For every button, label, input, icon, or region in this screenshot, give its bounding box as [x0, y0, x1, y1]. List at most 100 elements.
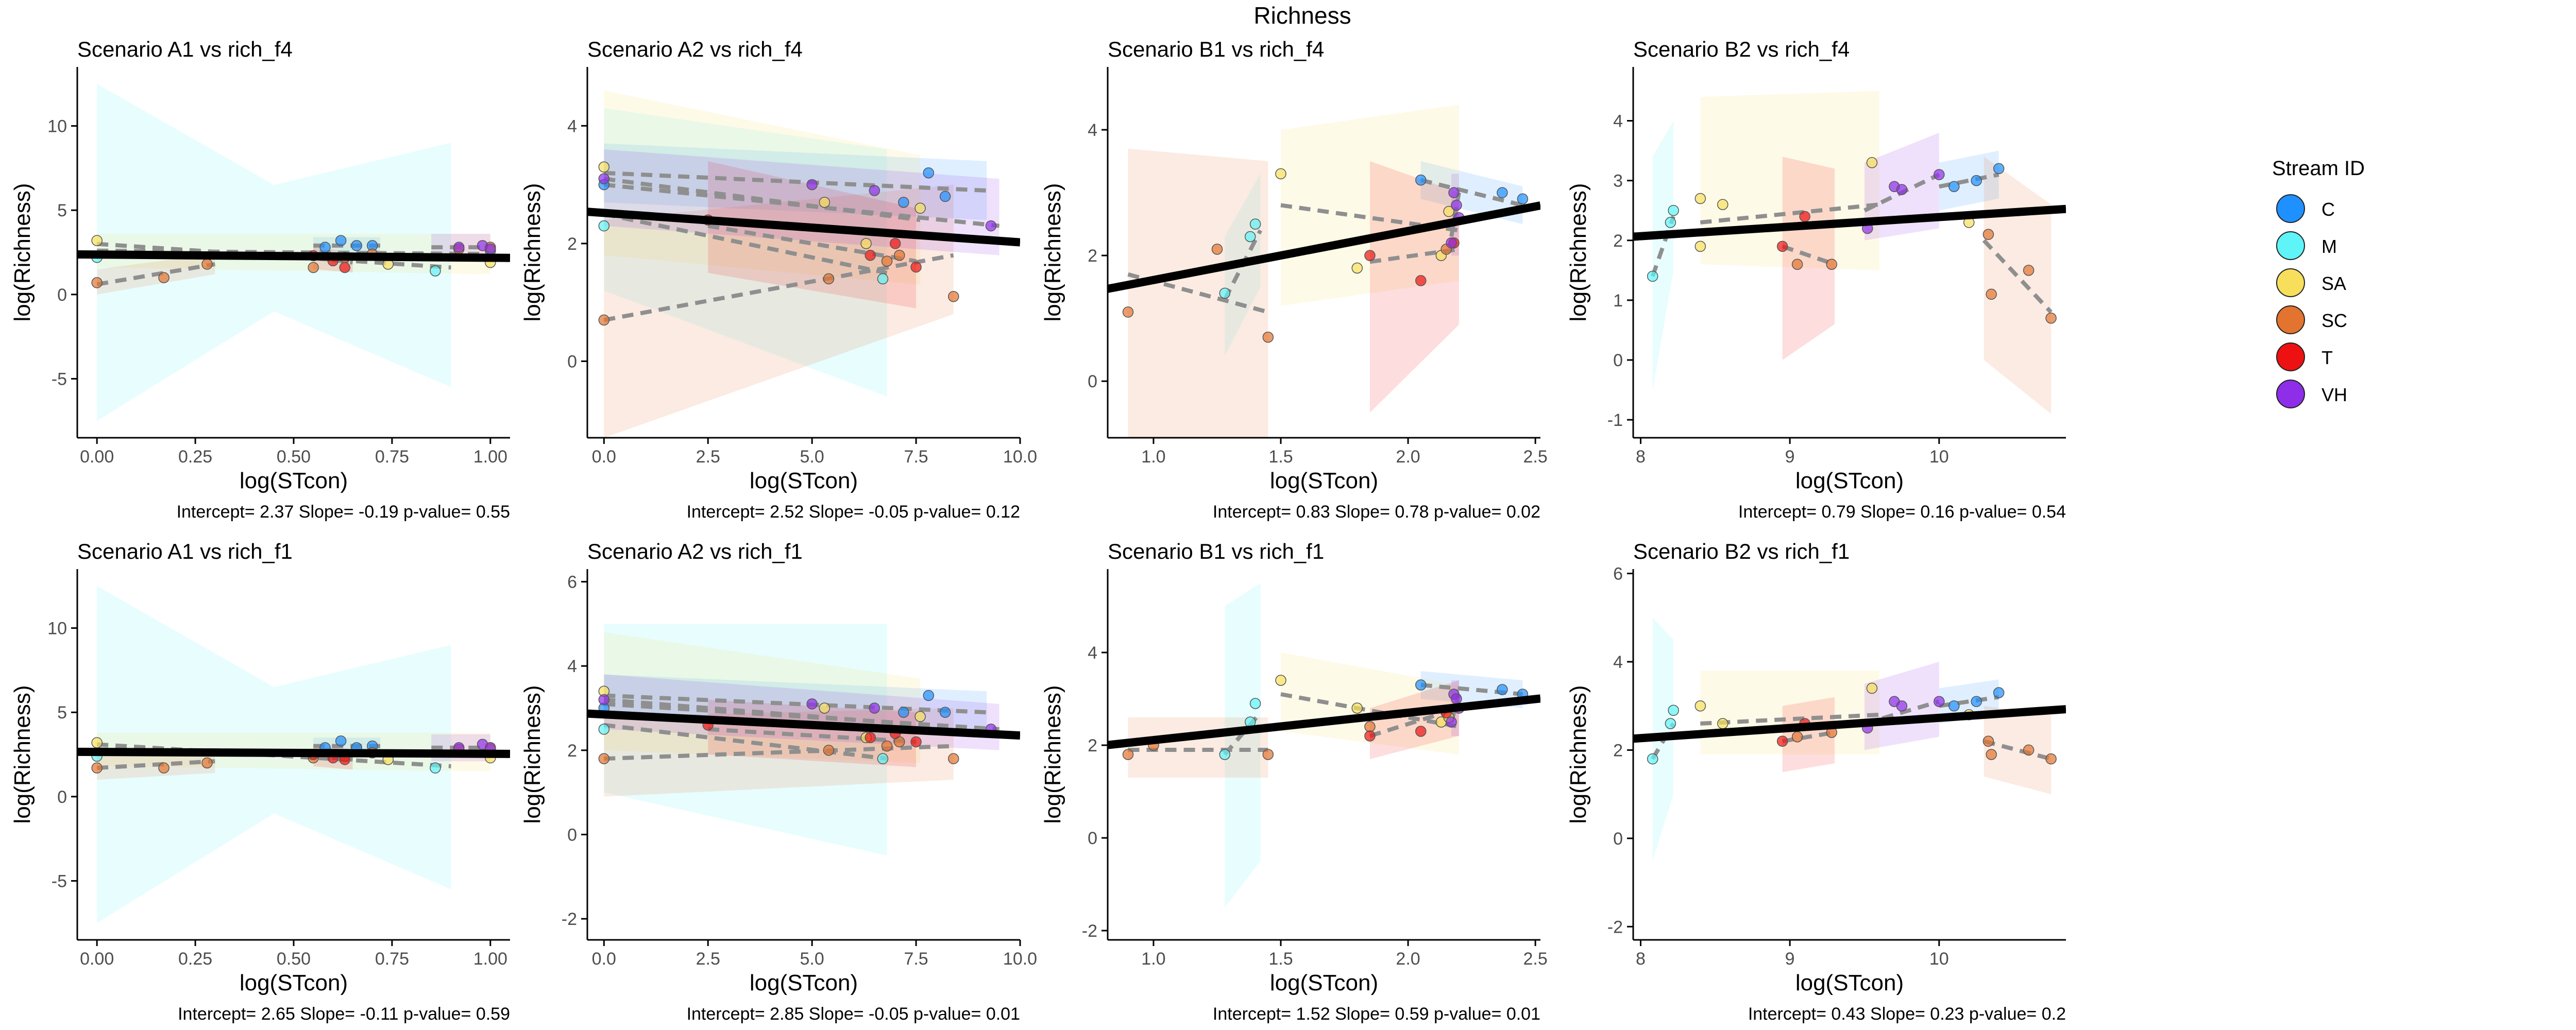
x-tick-label: 0.50	[277, 447, 311, 467]
overall-fit-line	[77, 747, 510, 758]
x-tick-label: 8	[1636, 949, 1646, 969]
data-point-m	[598, 724, 610, 735]
data-point-c	[939, 707, 951, 718]
data-point-m	[1249, 218, 1261, 230]
panel-title: Scenario B1 vs rich_f1	[1108, 539, 1324, 563]
y-tick-label: 4	[567, 116, 577, 136]
data-point-sc	[2023, 265, 2035, 276]
chart-panel: 0.00 0.25 0.50 0.75 1.00 -5 0 5 10 Scenario A1 vs…	[10, 37, 510, 522]
data-point-sa	[91, 737, 103, 748]
stream-fit-sa	[1280, 692, 1460, 729]
x-tick-label: 10.0	[1003, 949, 1037, 969]
stream-fit-vh	[603, 182, 1000, 228]
y-tick-label: 10	[47, 117, 67, 136]
data-point-sc	[2045, 312, 2057, 324]
data-point-sc	[1364, 721, 1376, 732]
legend-key-t	[2276, 342, 2305, 371]
data-point-sc	[1211, 244, 1223, 255]
data-point-m	[1665, 217, 1676, 228]
x-tick-label: 8	[1636, 447, 1646, 467]
data-point-vh	[806, 179, 818, 191]
x-tick-label: 1.5	[1268, 949, 1293, 969]
data-point-c	[1993, 687, 2005, 698]
y-axis-label: log(Richness)	[1566, 685, 1591, 824]
overall-fit-line	[1108, 201, 1540, 293]
legend-title: Stream ID	[2272, 157, 2365, 180]
data-point-sc	[948, 753, 959, 764]
chart-panel: 0.0 2.5 5.0 7.5 10.0 -2 0 2 4 6 Scenario A2 vs ric…	[520, 539, 1037, 1024]
stream-fit-t	[1782, 244, 1836, 267]
data-point-m	[1647, 753, 1658, 765]
x-tick-label: 0.25	[178, 949, 212, 969]
data-point-c	[1415, 679, 1427, 691]
y-axis-label: log(Richness)	[520, 183, 545, 322]
data-point-c	[1971, 175, 1982, 186]
plot-area	[1108, 583, 1540, 907]
data-point-c	[898, 197, 909, 208]
y-tick-label: -5	[52, 369, 67, 389]
y-tick-label: 0	[1613, 829, 1623, 849]
stream-fit-t	[1782, 730, 1835, 744]
legend-items: CM SA SC T VH	[2276, 194, 2347, 408]
chart-panel: 0.0 2.5 5.0 7.5 10.0 0 2 4 Scenario A2 vs rich_f…	[520, 37, 1037, 522]
data-point-c	[1497, 187, 1508, 198]
data-point-t	[1776, 241, 1788, 252]
y-axis-label: log(Richness)	[10, 183, 35, 322]
data-point-sa	[1866, 682, 1878, 694]
overall-fit-line	[1633, 705, 2066, 743]
x-axis-label: log(STcon)	[1270, 970, 1378, 995]
data-point-t	[1364, 250, 1376, 261]
plot-area	[587, 90, 1020, 438]
regression-stats: Intercept= 2.37 Slope= -0.19 p-value= 0.…	[177, 502, 510, 522]
data-point-m	[430, 762, 441, 774]
data-point-sc	[894, 249, 905, 261]
data-point-t	[865, 249, 876, 261]
x-axis-label: log(STcon)	[1270, 468, 1378, 493]
data-point-sc	[158, 762, 170, 774]
legend: Stream ID CM SA SC T VH	[2272, 157, 2365, 408]
y-tick-label: 2	[1613, 741, 1623, 760]
data-point-c	[923, 690, 935, 701]
x-tick-label: 1.0	[1141, 447, 1165, 467]
data-point-vh	[1934, 169, 1945, 180]
x-tick-label: 7.5	[904, 447, 928, 467]
data-point-sc	[201, 259, 213, 270]
regression-stats: Intercept= 2.85 Slope= -0.05 p-value= 0.…	[687, 1004, 1020, 1024]
data-point-sc	[201, 757, 213, 769]
ci-band-m	[1652, 121, 1674, 390]
data-point-t	[1799, 211, 1810, 222]
y-tick-label: 2	[567, 234, 577, 254]
data-point-sc	[2045, 753, 2057, 765]
plot-area	[77, 586, 510, 923]
data-point-m	[1668, 705, 1679, 716]
data-point-sa	[819, 702, 831, 714]
y-tick-label: 1	[1613, 291, 1623, 311]
data-point-vh	[806, 698, 818, 710]
y-tick-label: 2	[1088, 246, 1097, 266]
legend-label-sa: SA	[2321, 273, 2346, 294]
data-point-sa	[1694, 193, 1706, 204]
x-tick-label: 10	[1929, 447, 1949, 467]
data-point-sc	[1791, 259, 1803, 270]
data-point-c	[1993, 163, 2005, 175]
data-point-m	[1219, 749, 1231, 760]
stream-fit-c	[604, 693, 987, 715]
y-tick-label: 0	[1613, 351, 1623, 370]
y-tick-label: 4	[567, 657, 577, 676]
overall-fit-line	[1108, 694, 1540, 749]
x-axis-label: log(STcon)	[750, 970, 858, 995]
data-point-sc	[1262, 749, 1274, 760]
chart-panel: 1.0 1.5 2.0 2.5 0 2 4 Scenario B1 vs rich_f4log…	[1040, 37, 1548, 522]
panel-title: Scenario A2 vs rich_f1	[587, 539, 803, 563]
ci-band-sa	[1281, 653, 1459, 754]
data-point-sc	[1122, 749, 1134, 760]
data-point-sc	[1122, 306, 1134, 318]
data-point-m	[598, 220, 610, 232]
y-tick-label: 4	[1613, 653, 1623, 672]
y-axis-label: log(Richness)	[520, 685, 545, 824]
data-point-c	[335, 235, 347, 246]
overall-fit-line	[77, 250, 510, 262]
data-point-vh	[869, 702, 880, 714]
stream-fit-sa	[1700, 712, 1880, 726]
